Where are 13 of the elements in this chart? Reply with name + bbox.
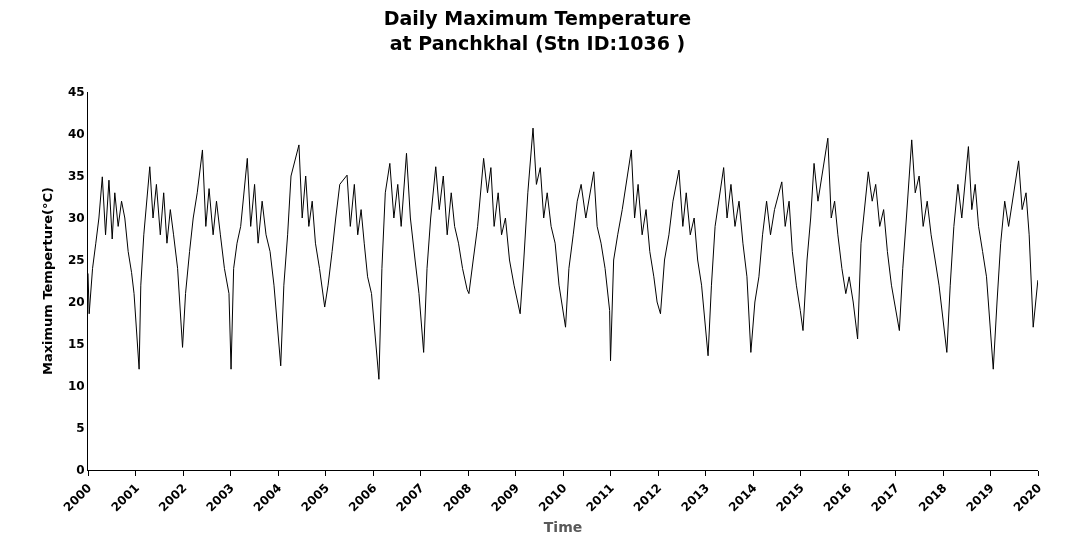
x-axis-title: Time [543, 518, 583, 535]
chart-title: Daily Maximum Temperature at Panchkhal (Stn ID:1036 ) [383, 7, 692, 54]
y-tick-label: 45 [67, 85, 85, 100]
y-tick-label: 35 [67, 169, 85, 184]
y-tick-label: 10 [67, 379, 85, 394]
y-tick-label: 15 [67, 337, 85, 352]
y-tick-label: 25 [67, 253, 85, 268]
y-tick-label: 30 [67, 211, 85, 226]
y-tick-label: 20 [67, 295, 85, 310]
y-tick-label: 0 [76, 463, 85, 478]
y-axis-title: Maximum Temperture(°C) [39, 186, 55, 376]
y-tick-label: 40 [67, 127, 85, 142]
y-tick-label: 5 [76, 421, 85, 436]
